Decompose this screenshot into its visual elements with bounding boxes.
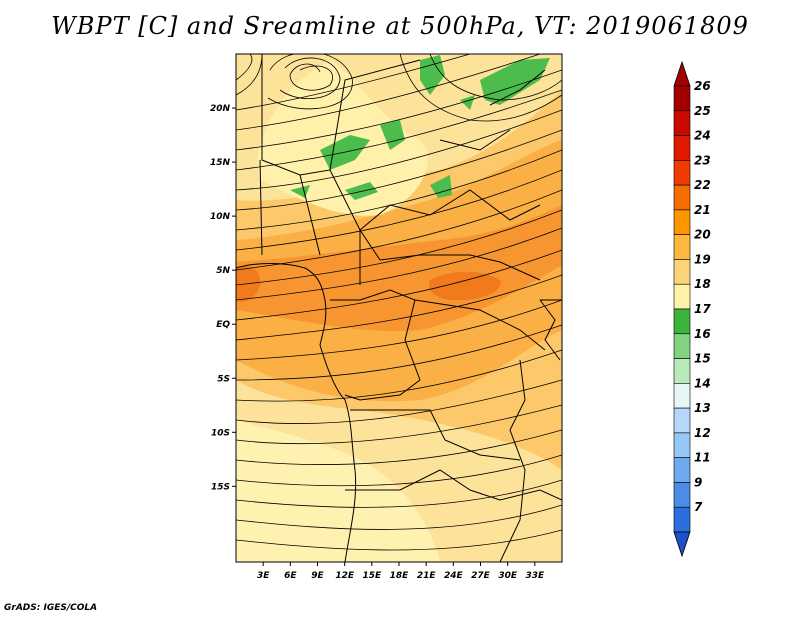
lon-tick-label: 30E xyxy=(498,571,518,581)
colorbar-swatch xyxy=(673,209,691,235)
lon-tick-label: 3E xyxy=(257,571,270,581)
colorbar-top-arrow xyxy=(673,60,691,87)
lon-tick-label: 15E xyxy=(362,571,382,581)
colorbar-label: 17 xyxy=(694,302,711,316)
colorbar-label: 22 xyxy=(694,178,711,192)
lat-tick-label: 20N xyxy=(210,104,231,114)
lon-tick-label: 27E xyxy=(471,571,491,581)
longitude-axis: 3E 6E 9E 12E 15E 18E 21E 24E 27E 30E 33E xyxy=(257,562,545,581)
colorbar-label: 21 xyxy=(694,203,711,217)
colorbar-label: 23 xyxy=(694,153,711,167)
colorbar-label: 9 xyxy=(694,475,702,489)
colorbar-label: 24 xyxy=(694,129,711,143)
colorbar-label: 7 xyxy=(694,500,703,514)
wbpt-green-4 xyxy=(380,120,405,150)
wbpt-core-23 xyxy=(428,271,501,301)
colorbar-label: 13 xyxy=(694,401,711,415)
latitude-axis: 20N 15N 10N 5N EQ 5S 10S 15S xyxy=(210,104,236,492)
lat-tick-label: 5N xyxy=(216,266,230,276)
lat-tick-label: 10N xyxy=(210,212,231,222)
streamlines xyxy=(236,54,562,551)
wbpt-green-2 xyxy=(480,58,550,105)
colorbar-swatch xyxy=(673,506,691,533)
colorbar-label: 12 xyxy=(694,426,711,440)
lat-tick-label: 10S xyxy=(211,428,230,438)
colorbar-bottom-arrow xyxy=(673,531,691,558)
colorbar-swatch xyxy=(673,407,691,434)
colorbar-swatch xyxy=(673,234,691,260)
colorbar-label: 15 xyxy=(694,352,711,366)
colorbar-swatch xyxy=(673,85,691,112)
colorbar-label: 25 xyxy=(694,104,711,118)
colorbar-label: 16 xyxy=(694,327,711,341)
colorbar-swatch xyxy=(673,308,691,335)
colorbar-label: 11 xyxy=(694,451,711,465)
map-plot-area xyxy=(236,54,562,562)
wbpt-green-8 xyxy=(460,95,475,110)
colorbar-label: 18 xyxy=(694,277,711,291)
colorbar-swatch xyxy=(673,358,691,384)
lon-tick-label: 21E xyxy=(417,571,437,581)
colorbar-swatch xyxy=(673,259,691,285)
wbpt-band-22 xyxy=(236,205,562,331)
lon-tick-label: 9E xyxy=(311,571,324,581)
colorbar-swatch xyxy=(673,333,691,359)
wbpt-green-6 xyxy=(345,182,378,200)
lon-tick-label: 18E xyxy=(390,571,410,581)
colorbar-swatch xyxy=(673,110,691,136)
colorbar-swatch xyxy=(673,184,691,211)
wbpt-green-1 xyxy=(420,55,445,95)
grads-credit: GrADS: IGES/COLA xyxy=(4,603,98,613)
colorbar-swatch xyxy=(673,283,691,310)
lon-tick-label: 24E xyxy=(444,571,464,581)
colorbar-label: 14 xyxy=(694,376,711,390)
wbpt-band-18-south xyxy=(236,420,440,562)
colorbar-swatch xyxy=(673,135,691,161)
wbpt-green-7 xyxy=(430,175,452,198)
colorbar-swatch xyxy=(673,432,691,458)
colorbar-label: 26 xyxy=(694,79,711,93)
colorbar-swatch xyxy=(673,383,691,409)
colorbar-swatch xyxy=(673,482,691,508)
colorbar: 26 25 24 23 22 21 20 19 18 17 16 15 14 13 12 11 9 7 xyxy=(673,60,711,558)
lon-tick-label: 12E xyxy=(335,571,355,581)
colorbar-label: 19 xyxy=(694,252,711,266)
lat-tick-label: 15S xyxy=(211,482,230,492)
chart-title: WBPT [C] and Sreamline at 500hPa, VT: 20… xyxy=(51,12,749,40)
lat-tick-label: 15N xyxy=(210,158,231,168)
colorbar-label: 20 xyxy=(694,228,711,242)
lon-tick-label: 33E xyxy=(525,571,545,581)
lat-tick-label: EQ xyxy=(216,320,230,330)
colorbar-swatch xyxy=(673,457,691,483)
colorbar-swatch xyxy=(673,160,691,186)
lon-tick-label: 6E xyxy=(284,571,297,581)
lat-tick-label: 5S xyxy=(217,374,230,384)
